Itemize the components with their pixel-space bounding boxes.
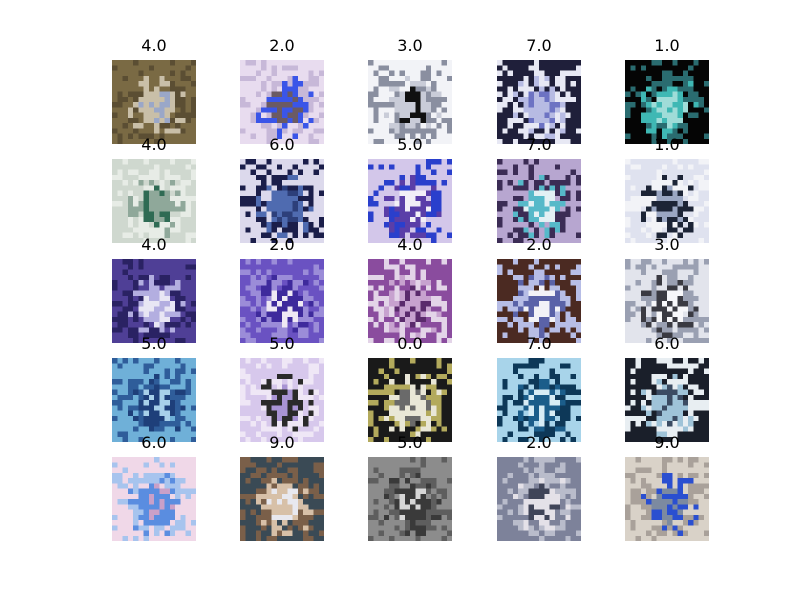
thumbnail-image: [240, 358, 324, 442]
thumbnail-image: [112, 259, 196, 343]
thumbnail-image: [368, 159, 452, 243]
image-label: 4.0: [141, 135, 167, 154]
thumbnail-image: [625, 60, 709, 144]
thumbnail-image: [240, 259, 324, 343]
image-label: 6.0: [141, 433, 167, 452]
thumbnail-image: [368, 457, 452, 541]
image-label: 6.0: [269, 135, 295, 154]
image-label: 2.0: [526, 235, 552, 254]
thumbnail-image: [497, 259, 581, 343]
image-label: 5.0: [397, 135, 423, 154]
image-label: 3.0: [654, 235, 680, 254]
image-label: 6.0: [654, 334, 680, 353]
thumbnail-image: [112, 358, 196, 442]
image-label: 5.0: [397, 433, 423, 452]
image-label: 0.0: [397, 334, 423, 353]
thumbnail-image: [368, 259, 452, 343]
thumbnail-image: [368, 358, 452, 442]
thumbnail-image: [240, 457, 324, 541]
thumbnail-image: [625, 259, 709, 343]
image-label: 1.0: [654, 135, 680, 154]
image-label: 2.0: [269, 235, 295, 254]
thumbnail-image: [625, 457, 709, 541]
image-label: 2.0: [526, 433, 552, 452]
thumbnail-image: [112, 60, 196, 144]
image-label: 4.0: [141, 36, 167, 55]
thumbnail-image: [240, 60, 324, 144]
thumbnail-image: [112, 457, 196, 541]
thumbnail-image: [625, 358, 709, 442]
image-label: 5.0: [141, 334, 167, 353]
thumbnail-image: [240, 159, 324, 243]
image-label: 7.0: [526, 36, 552, 55]
thumbnail-image: [112, 159, 196, 243]
image-label: 7.0: [526, 135, 552, 154]
thumbnail-image: [497, 358, 581, 442]
image-label: 4.0: [141, 235, 167, 254]
thumbnail-image: [368, 60, 452, 144]
image-label: 9.0: [269, 433, 295, 452]
thumbnail-image: [497, 457, 581, 541]
image-label: 7.0: [526, 334, 552, 353]
image-label: 4.0: [397, 235, 423, 254]
image-label: 5.0: [269, 334, 295, 353]
thumbnail-image: [497, 159, 581, 243]
thumbnail-image: [625, 159, 709, 243]
image-label: 9.0: [654, 433, 680, 452]
image-label: 3.0: [397, 36, 423, 55]
image-label: 2.0: [269, 36, 295, 55]
image-label: 1.0: [654, 36, 680, 55]
thumbnail-image: [497, 60, 581, 144]
